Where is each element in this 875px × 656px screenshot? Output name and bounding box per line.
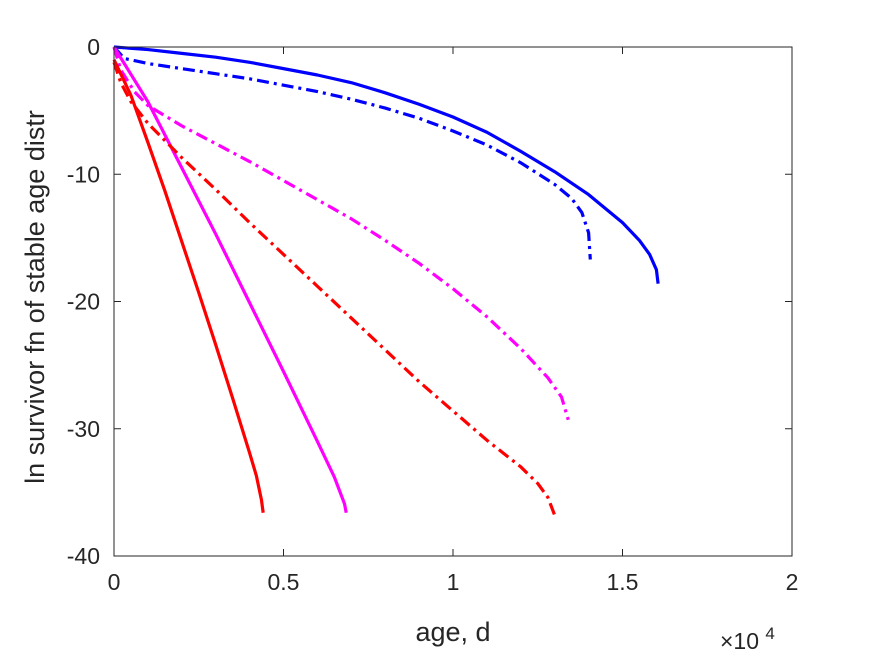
axes-layer: 0 0.5 1 1.5 2 0 -10 -20 -30 -40 — [67, 34, 799, 595]
x-tick-label-1: 0.5 — [268, 569, 300, 595]
y-tick-label-0: 0 — [87, 34, 100, 60]
y-tick-label-2: -20 — [67, 289, 100, 315]
series-line-6 — [112, 61, 557, 516]
x-axis-label: age, d — [415, 617, 490, 647]
y-tick-label-1: -10 — [67, 161, 100, 187]
x-tick-label-0: 0 — [108, 569, 121, 595]
x-tick-label-2: 1 — [447, 569, 460, 595]
y-tick-label-3: -30 — [67, 416, 100, 442]
y-axis-label: ln survivor fn of stable age distr — [20, 110, 50, 484]
series-line-4 — [112, 46, 570, 421]
x-scale-exponent-power: 4 — [765, 624, 774, 643]
x-tick-label-3: 1.5 — [607, 569, 639, 595]
y-tick-label-4: -40 — [67, 543, 100, 569]
plot-area: 0 0.5 1 1.5 2 0 -10 -20 -30 -40 — [67, 34, 799, 595]
series-line-1 — [113, 45, 660, 284]
x-tick-label-4: 2 — [786, 569, 799, 595]
series-line-2 — [112, 45, 592, 260]
x-scale-exponent-label: ×10 4 — [720, 624, 775, 654]
series-layer — [112, 45, 660, 516]
series-line-5 — [112, 59, 265, 513]
x-scale-exponent-base: ×10 — [720, 628, 759, 654]
